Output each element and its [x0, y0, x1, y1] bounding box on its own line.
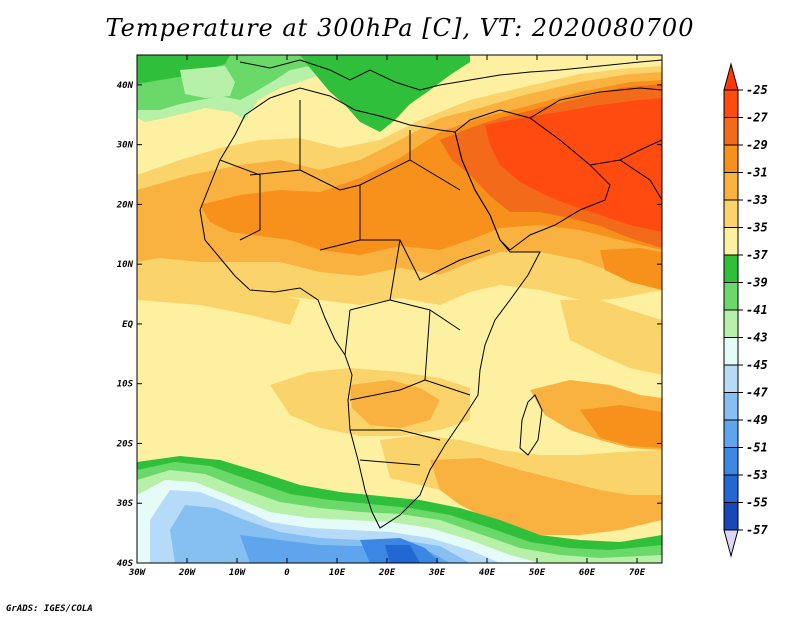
lat-tick-label: 30N	[116, 141, 134, 151]
colorbar-label: -57	[746, 523, 768, 537]
lat-tick-label: 20N	[116, 200, 134, 210]
colorbar-label: -27	[746, 111, 768, 125]
lat-tick-label: 40N	[117, 81, 134, 91]
credit-label: GrADS: IGES/COLA	[6, 604, 93, 614]
colorbar-label: -31	[746, 166, 768, 180]
longitude-axis: 30W 20W 10W 0 10E 20E 30E 40E 50E 60E 70E	[128, 55, 646, 578]
colorbar-swatch	[723, 309, 739, 338]
colorbar-top-arrow	[723, 62, 739, 91]
lon-tick-label: 20W	[178, 568, 197, 578]
temperature-field	[137, 55, 662, 563]
lat-tick-label: 20S	[116, 439, 134, 449]
colorbar-label: -55	[746, 496, 768, 510]
colorbar-label: -45	[746, 358, 768, 372]
colorbar-swatch	[723, 254, 739, 283]
lon-tick-label: 10W	[229, 568, 247, 578]
lat-tick-label: 10N	[117, 260, 134, 270]
colorbar-label: -29	[746, 138, 768, 152]
colorbar-swatch	[723, 227, 739, 256]
colorbar-label: -39	[746, 276, 768, 290]
lon-tick-label: 50E	[529, 568, 546, 578]
map-title: Temperature at 300hPa [C], VT: 202008070…	[105, 14, 695, 42]
colorbar-swatch	[723, 474, 739, 503]
colorbar-swatch	[723, 172, 739, 201]
colorbar-label: -33	[746, 193, 768, 207]
colorbar-label: -51	[746, 441, 768, 455]
lon-tick-label: 10E	[329, 568, 346, 578]
colorbar-swatch	[723, 392, 739, 421]
colorbar-swatch	[723, 447, 739, 476]
colorbar-swatch	[723, 144, 739, 173]
lon-tick-label: 20E	[378, 568, 396, 578]
colorbar-swatch	[723, 337, 739, 366]
colorbar-label: -35	[746, 221, 768, 235]
colorbar-label: -43	[746, 331, 768, 345]
colorbar-label: -37	[746, 248, 768, 262]
colorbar-swatch	[723, 89, 739, 118]
colorbar-label: -25	[746, 83, 768, 97]
lon-tick-label: 40E	[479, 568, 496, 578]
colorbar-swatch	[723, 502, 739, 531]
lon-tick-label: 30E	[428, 568, 446, 578]
colorbar-bottom-arrow	[723, 529, 739, 558]
lat-tick-label: 30S	[116, 499, 134, 509]
coastlines-and-borders	[199, 59, 662, 529]
colorbar-swatch	[723, 419, 739, 448]
map-frame	[136, 54, 663, 564]
colorbar-label: -49	[746, 413, 768, 427]
lon-tick-label: 0	[284, 568, 290, 578]
colorbar-swatch	[723, 282, 739, 311]
latitude-axis: 40N 30N 20N 10N EQ 10S 20S 30S 40S	[116, 81, 662, 569]
lat-tick-label: 40S	[117, 559, 134, 569]
colorbar-swatch	[723, 117, 739, 146]
colorbar-swatch	[723, 199, 739, 228]
lat-tick-label: EQ	[122, 320, 133, 330]
lon-tick-label: 60E	[579, 568, 596, 578]
colorbar-swatch	[723, 364, 739, 393]
lon-tick-label: 30W	[128, 568, 147, 578]
colorbar: -25 -27 -29 -31 -33 -35 -37 -39 -41 -43 -45 -47 -49 -…	[723, 62, 768, 558]
colorbar-label: -41	[746, 303, 768, 317]
colorbar-label: -53	[746, 468, 768, 482]
lat-tick-label: 10S	[117, 380, 134, 390]
colorbar-label: -47	[746, 386, 768, 400]
lon-tick-label: 70E	[629, 568, 646, 578]
